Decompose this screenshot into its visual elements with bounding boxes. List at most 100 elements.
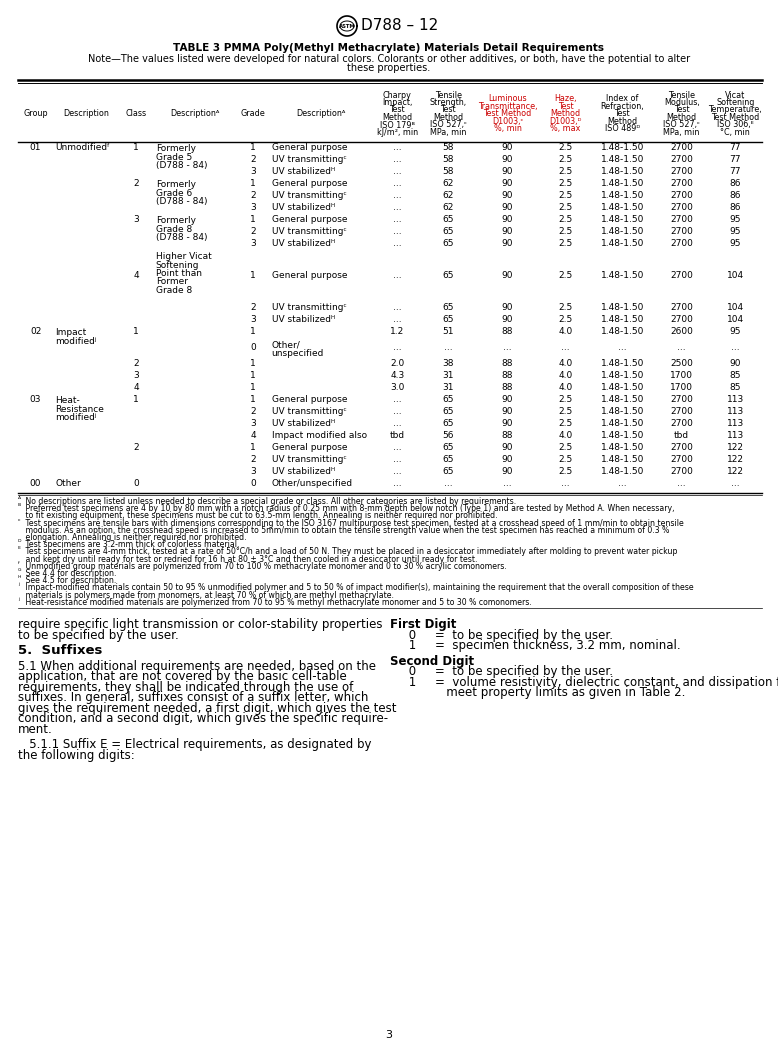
Text: 0: 0 bbox=[133, 480, 139, 488]
Text: ...: ... bbox=[393, 420, 401, 429]
Text: 1.48-1.50: 1.48-1.50 bbox=[601, 383, 644, 392]
Text: these properties.: these properties. bbox=[347, 64, 431, 73]
Text: Grade 6: Grade 6 bbox=[156, 188, 192, 198]
Text: Haze,: Haze, bbox=[554, 95, 576, 103]
Text: Resistance: Resistance bbox=[55, 405, 104, 413]
Text: Strength,: Strength, bbox=[429, 98, 467, 107]
Text: ...: ... bbox=[444, 344, 453, 353]
Text: 2700: 2700 bbox=[671, 228, 693, 236]
Text: Grade 8: Grade 8 bbox=[156, 225, 192, 233]
Text: 2700: 2700 bbox=[671, 215, 693, 225]
Text: ...: ... bbox=[393, 396, 401, 405]
Text: (D788 - 84): (D788 - 84) bbox=[156, 161, 208, 170]
Text: 104: 104 bbox=[727, 272, 744, 280]
Text: 2700: 2700 bbox=[671, 420, 693, 429]
Text: 90: 90 bbox=[502, 304, 513, 312]
Text: 03: 03 bbox=[30, 396, 41, 405]
Text: 2700: 2700 bbox=[671, 396, 693, 405]
Text: ...: ... bbox=[393, 215, 401, 225]
Text: ...: ... bbox=[393, 344, 401, 353]
Text: 1: 1 bbox=[250, 179, 256, 188]
Text: 2.5: 2.5 bbox=[559, 168, 573, 177]
Text: Point than: Point than bbox=[156, 269, 202, 278]
Text: °C, min: °C, min bbox=[720, 128, 750, 137]
Text: ...: ... bbox=[393, 144, 401, 152]
Text: 2.0: 2.0 bbox=[390, 359, 405, 369]
Text: ᶜ: ᶜ bbox=[18, 518, 21, 525]
Text: Descriptionᴬ: Descriptionᴬ bbox=[170, 109, 219, 119]
Text: 65: 65 bbox=[443, 215, 454, 225]
Text: 90: 90 bbox=[502, 179, 513, 188]
Text: 1.48-1.50: 1.48-1.50 bbox=[601, 228, 644, 236]
Text: Note—The values listed were developed for natural colors. Colorants or other add: Note—The values listed were developed fo… bbox=[88, 54, 690, 64]
Text: 4.3: 4.3 bbox=[390, 372, 405, 381]
Text: General purpose: General purpose bbox=[272, 443, 347, 453]
Text: 2.5: 2.5 bbox=[559, 228, 573, 236]
Text: ...: ... bbox=[393, 192, 401, 201]
Text: 1.48-1.50: 1.48-1.50 bbox=[601, 432, 644, 440]
Text: 90: 90 bbox=[502, 456, 513, 464]
Text: Descriptionᴬ: Descriptionᴬ bbox=[296, 109, 345, 119]
Text: 4.0: 4.0 bbox=[559, 383, 573, 392]
Text: Tensile: Tensile bbox=[668, 91, 696, 100]
Text: 90: 90 bbox=[502, 228, 513, 236]
Text: 88: 88 bbox=[502, 328, 513, 336]
Text: 1.48-1.50: 1.48-1.50 bbox=[601, 443, 644, 453]
Text: 1.48-1.50: 1.48-1.50 bbox=[601, 315, 644, 325]
Text: 3.0: 3.0 bbox=[390, 383, 405, 392]
Text: 104: 104 bbox=[727, 304, 744, 312]
Text: to fit existing equipment, these specimens must be cut to 63.5-mm length. Anneal: to fit existing equipment, these specime… bbox=[23, 511, 498, 520]
Text: 4.0: 4.0 bbox=[559, 432, 573, 440]
Text: 90: 90 bbox=[502, 467, 513, 477]
Text: Formerly: Formerly bbox=[156, 144, 196, 153]
Text: ᴬ: ᴬ bbox=[18, 497, 21, 503]
Text: 1.48-1.50: 1.48-1.50 bbox=[601, 328, 644, 336]
Text: 2.5: 2.5 bbox=[559, 407, 573, 416]
Text: ...: ... bbox=[393, 228, 401, 236]
Text: UV transmittingᶜ: UV transmittingᶜ bbox=[272, 192, 346, 201]
Text: 1700: 1700 bbox=[670, 383, 693, 392]
Text: 1.48-1.50: 1.48-1.50 bbox=[601, 456, 644, 464]
Text: Softening: Softening bbox=[156, 260, 199, 270]
Text: 90: 90 bbox=[502, 203, 513, 212]
Text: Tensile: Tensile bbox=[435, 91, 462, 100]
Text: ...: ... bbox=[618, 344, 626, 353]
Text: 1.48-1.50: 1.48-1.50 bbox=[601, 272, 644, 280]
Text: ᴳ: ᴳ bbox=[18, 569, 22, 575]
Text: Method: Method bbox=[433, 113, 464, 122]
Text: 77: 77 bbox=[730, 144, 741, 152]
Text: UV stabilizedᴴ: UV stabilizedᴴ bbox=[272, 203, 335, 212]
Text: Class: Class bbox=[126, 109, 147, 119]
Text: UV transmittingᶜ: UV transmittingᶜ bbox=[272, 228, 346, 236]
Text: General purpose: General purpose bbox=[272, 396, 347, 405]
Text: 2: 2 bbox=[251, 304, 256, 312]
Text: 5.1 When additional requirements are needed, based on the: 5.1 When additional requirements are nee… bbox=[18, 660, 376, 672]
Text: 90: 90 bbox=[502, 215, 513, 225]
Text: 65: 65 bbox=[443, 228, 454, 236]
Text: Other/: Other/ bbox=[272, 340, 300, 349]
Text: 2.5: 2.5 bbox=[559, 203, 573, 212]
Text: Method: Method bbox=[550, 109, 580, 119]
Text: General purpose: General purpose bbox=[272, 272, 347, 280]
Text: 1: 1 bbox=[133, 144, 139, 152]
Text: ...: ... bbox=[393, 203, 401, 212]
Text: 2700: 2700 bbox=[671, 155, 693, 164]
Text: 4: 4 bbox=[134, 383, 139, 392]
Text: require specific light transmission or color-stability properties: require specific light transmission or c… bbox=[18, 618, 383, 631]
Text: 2700: 2700 bbox=[671, 443, 693, 453]
Text: 1: 1 bbox=[250, 272, 256, 280]
Text: ...: ... bbox=[731, 344, 740, 353]
Text: ...: ... bbox=[393, 443, 401, 453]
Text: Description: Description bbox=[63, 109, 109, 119]
Text: 2.5: 2.5 bbox=[559, 155, 573, 164]
Text: 90: 90 bbox=[502, 239, 513, 249]
Text: MPa, min: MPa, min bbox=[664, 128, 700, 137]
Text: tbd: tbd bbox=[674, 432, 689, 440]
Text: 1.48-1.50: 1.48-1.50 bbox=[601, 144, 644, 152]
Text: 3: 3 bbox=[250, 420, 256, 429]
Text: General purpose: General purpose bbox=[272, 144, 347, 152]
Text: 2.5: 2.5 bbox=[559, 272, 573, 280]
Text: D788 – 12: D788 – 12 bbox=[361, 19, 438, 33]
Text: 2: 2 bbox=[251, 155, 256, 164]
Text: ᶠ: ᶠ bbox=[18, 562, 20, 567]
